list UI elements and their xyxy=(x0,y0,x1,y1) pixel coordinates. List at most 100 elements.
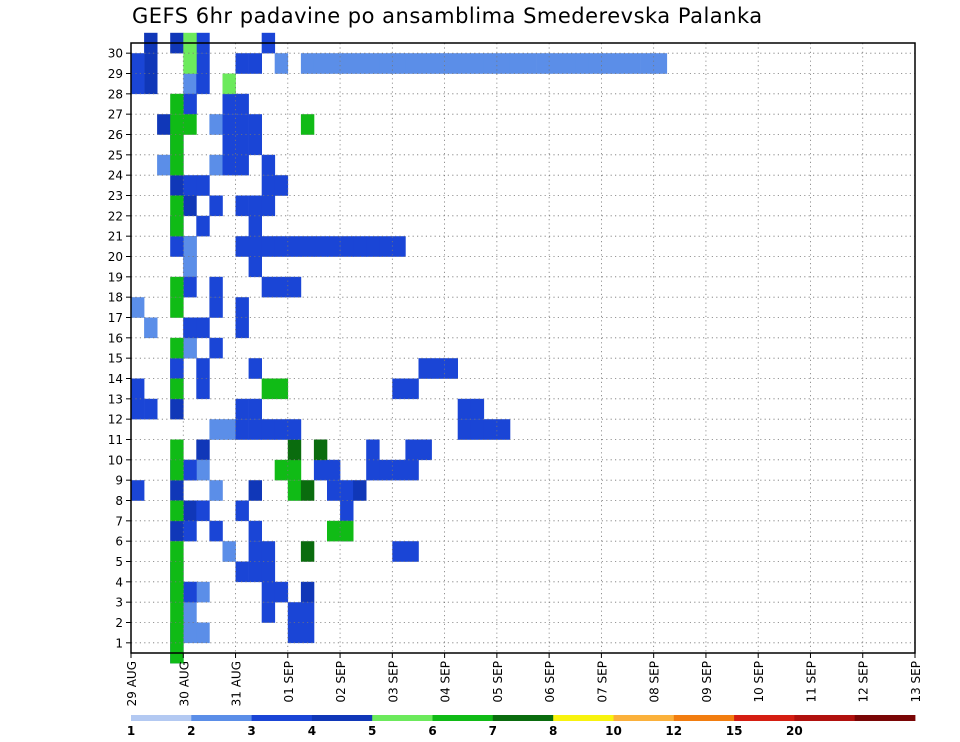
y-tick-label: 7 xyxy=(115,514,123,528)
heatmap-cell xyxy=(588,53,602,74)
y-tick-label: 3 xyxy=(115,596,123,610)
heatmap-cell xyxy=(313,459,328,481)
heatmap-cell xyxy=(235,134,249,156)
y-tick-label: 1 xyxy=(115,636,123,650)
y-tick-label: 23 xyxy=(108,189,123,203)
heatmap-cell xyxy=(183,317,197,339)
y-tick-label: 17 xyxy=(108,311,123,325)
heatmap-cell xyxy=(392,378,406,400)
x-tick-label: 09 SEP xyxy=(700,661,714,703)
heatmap-cell xyxy=(131,398,145,420)
legend-color-swatch xyxy=(251,715,313,721)
x-tick-label: 13 SEP xyxy=(909,661,923,703)
heatmap-cell xyxy=(418,358,432,379)
heatmap-cell xyxy=(209,520,223,542)
heatmap-cell xyxy=(287,480,302,501)
heatmap-cell xyxy=(261,236,276,257)
legend-level-label: 10 xyxy=(605,724,622,738)
heatmap-cell xyxy=(222,114,236,135)
x-tick-label: 02 SEP xyxy=(334,661,348,703)
heatmap-cell xyxy=(248,541,262,562)
y-tick-label: 16 xyxy=(108,331,123,345)
heatmap-cell xyxy=(340,500,354,522)
heatmap-cell xyxy=(209,480,223,501)
heatmap-cell xyxy=(366,53,380,74)
plot-frame xyxy=(130,42,916,654)
heatmap-cell xyxy=(170,500,184,522)
heatmap-cell xyxy=(300,541,315,562)
heatmap-cell xyxy=(183,114,197,135)
heatmap-cell xyxy=(483,53,498,74)
heatmap-cell xyxy=(300,602,315,623)
heatmap-cell xyxy=(313,53,328,74)
heatmap-cell xyxy=(457,398,472,420)
heatmap-cell xyxy=(209,419,223,440)
legend-color-swatch xyxy=(553,715,614,721)
heatmap-cell xyxy=(183,73,197,95)
heatmap-cell xyxy=(523,53,537,74)
heatmap-cell xyxy=(300,114,315,135)
heatmap-cell xyxy=(196,459,210,481)
y-tick-label: 9 xyxy=(115,474,123,488)
heatmap-cell xyxy=(183,276,197,298)
heatmap-cell xyxy=(340,53,354,74)
heatmap-cell xyxy=(457,53,472,74)
heatmap-cell xyxy=(418,53,432,74)
heatmap-cell xyxy=(144,398,158,420)
heatmap-cell xyxy=(170,276,184,298)
heatmap-cell xyxy=(144,73,158,95)
grid-lines xyxy=(131,43,915,653)
heatmap-cell xyxy=(366,459,380,481)
heatmap-cell xyxy=(405,53,419,74)
heatmap-cell xyxy=(287,439,302,461)
heatmap-cell xyxy=(248,358,262,379)
heatmap-cell xyxy=(327,520,341,542)
heatmap-cell xyxy=(209,195,223,217)
heatmap-cell xyxy=(274,276,289,298)
heatmap-cell xyxy=(287,602,302,623)
heatmap-cell xyxy=(274,53,289,74)
legend-color-swatch xyxy=(613,715,675,721)
legend-level-label: 1 xyxy=(127,724,135,738)
heatmap-cell xyxy=(170,236,184,257)
heatmap-cell xyxy=(327,53,341,74)
y-tick-label: 12 xyxy=(108,413,123,427)
x-tick-label: 12 SEP xyxy=(857,661,871,703)
legend-color-swatch xyxy=(372,715,433,721)
heatmap-cell xyxy=(222,73,236,95)
heatmap-cell xyxy=(248,134,262,156)
heatmap-cell xyxy=(248,256,262,278)
y-tick-label: 29 xyxy=(108,67,123,81)
heatmap-cell xyxy=(248,114,262,135)
y-tick-label: 8 xyxy=(115,494,123,508)
heatmap-cell xyxy=(248,520,262,542)
heatmap-cell xyxy=(327,480,341,501)
heatmap-cell xyxy=(170,93,184,115)
heatmap-cell xyxy=(405,378,419,400)
heatmap-cell xyxy=(248,236,262,257)
heatmap-cell xyxy=(405,459,419,481)
heatmap-cell xyxy=(183,236,197,257)
heatmap-cell xyxy=(131,73,145,95)
x-tick-label: 10 SEP xyxy=(752,661,766,703)
y-tick-label: 21 xyxy=(108,230,123,244)
heatmap-cell xyxy=(496,419,511,440)
heatmap-cell xyxy=(235,236,249,257)
heatmap-cell xyxy=(274,459,289,481)
heatmap-cell xyxy=(235,154,249,176)
heatmap-cell xyxy=(340,520,354,542)
heatmap-cell xyxy=(235,114,249,135)
heatmap-cell xyxy=(287,459,302,481)
heatmap-cell xyxy=(170,622,184,644)
heatmap-cell xyxy=(274,175,289,196)
heatmap-cell xyxy=(248,215,262,237)
y-tick-label: 24 xyxy=(108,169,123,183)
legend-level-label: 8 xyxy=(549,724,557,738)
heatmap-cell xyxy=(261,541,276,562)
heatmap-cell xyxy=(248,419,262,440)
heatmap-cell xyxy=(170,154,184,176)
heatmap-cell xyxy=(509,53,524,74)
heatmap-cell xyxy=(627,53,641,74)
heatmap-cell xyxy=(209,154,223,176)
